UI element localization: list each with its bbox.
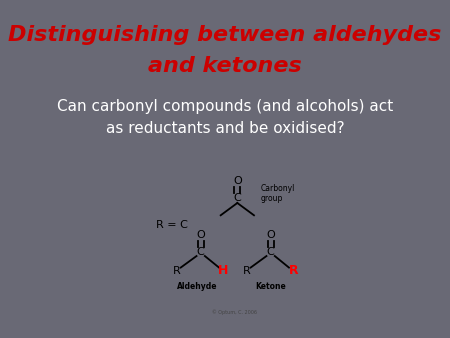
Text: C: C: [234, 193, 241, 203]
Text: Distinguishing between aldehydes: Distinguishing between aldehydes: [8, 25, 442, 46]
Text: C: C: [267, 247, 274, 257]
Text: R: R: [289, 264, 299, 277]
Text: H: H: [218, 264, 228, 277]
Text: Aldehyde: Aldehyde: [177, 282, 218, 291]
Text: O: O: [233, 176, 242, 187]
Text: Can carbonyl compounds (and alcohols) act: Can carbonyl compounds (and alcohols) ac…: [57, 99, 393, 114]
Text: O: O: [266, 230, 275, 240]
Text: R: R: [243, 266, 250, 276]
Text: as reductants and be oxidised?: as reductants and be oxidised?: [106, 121, 344, 136]
Text: R: R: [173, 266, 180, 276]
Text: Carbonyl
group: Carbonyl group: [261, 184, 295, 203]
Text: and ketones: and ketones: [148, 56, 302, 76]
Text: R = C: R = C: [156, 219, 188, 230]
Text: C: C: [197, 247, 205, 257]
Text: © Optum, C. 2006: © Optum, C. 2006: [212, 309, 256, 315]
Text: Ketone: Ketone: [255, 282, 286, 291]
Text: O: O: [196, 230, 205, 240]
